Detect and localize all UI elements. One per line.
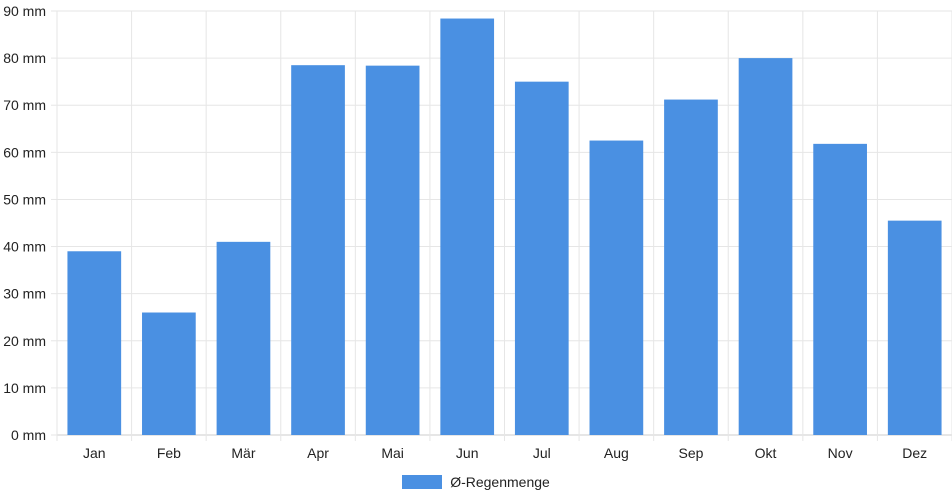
x-tick-label: Mai bbox=[381, 445, 404, 461]
bar-aug[interactable] bbox=[589, 140, 644, 436]
bar-dez[interactable] bbox=[887, 220, 942, 435]
y-tick-label: 50 mm bbox=[3, 191, 46, 207]
bar-mär[interactable] bbox=[216, 241, 271, 435]
x-tick-label: Mär bbox=[231, 445, 255, 461]
bar-jan[interactable] bbox=[67, 251, 122, 435]
x-tick-label: Sep bbox=[678, 445, 703, 461]
x-tick-label: Jul bbox=[533, 445, 551, 461]
x-tick-label: Apr bbox=[307, 445, 329, 461]
bar-sep[interactable] bbox=[664, 99, 718, 436]
grid-lines bbox=[51, 10, 952, 441]
legend-label: Ø-Regenmenge bbox=[450, 474, 550, 490]
bar-nov[interactable] bbox=[813, 143, 867, 435]
y-tick-label: 30 mm bbox=[3, 286, 46, 302]
bar-jul[interactable] bbox=[514, 81, 569, 436]
x-tick-label: Aug bbox=[604, 445, 629, 461]
y-tick-label: 80 mm bbox=[3, 50, 46, 66]
bar-jun[interactable] bbox=[440, 18, 495, 435]
y-axis-ticks: 0 mm 10 mm 20 mm 30 mm 40 mm 50 mm 60 mm 70 mm 8… bbox=[3, 3, 46, 443]
x-tick-label: Okt bbox=[755, 445, 777, 461]
y-tick-label: 10 mm bbox=[3, 380, 46, 396]
bar-mai[interactable] bbox=[365, 65, 420, 435]
x-tick-label: Nov bbox=[828, 445, 853, 461]
x-tick-label: Jan bbox=[83, 445, 106, 461]
bar-okt[interactable] bbox=[738, 58, 793, 435]
bars bbox=[67, 18, 942, 436]
y-tick-label: 70 mm bbox=[3, 97, 46, 113]
y-tick-label: 90 mm bbox=[3, 3, 46, 19]
x-tick-label: Jun bbox=[456, 445, 479, 461]
bar-feb[interactable] bbox=[142, 312, 196, 435]
x-tick-label: Feb bbox=[157, 445, 181, 461]
y-tick-label: 60 mm bbox=[3, 144, 46, 160]
legend[interactable]: Ø-Regenmenge bbox=[0, 472, 952, 492]
legend-swatch bbox=[402, 475, 443, 489]
y-tick-label: 20 mm bbox=[3, 333, 46, 349]
bar-apr[interactable] bbox=[291, 65, 345, 435]
rainfall-bar-chart: 0 mm 10 mm 20 mm 30 mm 40 mm 50 mm 60 mm 70 mm 8… bbox=[3, 3, 952, 461]
x-axis-ticks: Jan Feb Mär Apr Mai Jun Jul Aug Sep Okt Nov Dez bbox=[83, 445, 927, 461]
y-tick-label: 40 mm bbox=[3, 239, 46, 255]
y-tick-label: 0 mm bbox=[11, 427, 46, 443]
x-tick-label: Dez bbox=[902, 445, 927, 461]
